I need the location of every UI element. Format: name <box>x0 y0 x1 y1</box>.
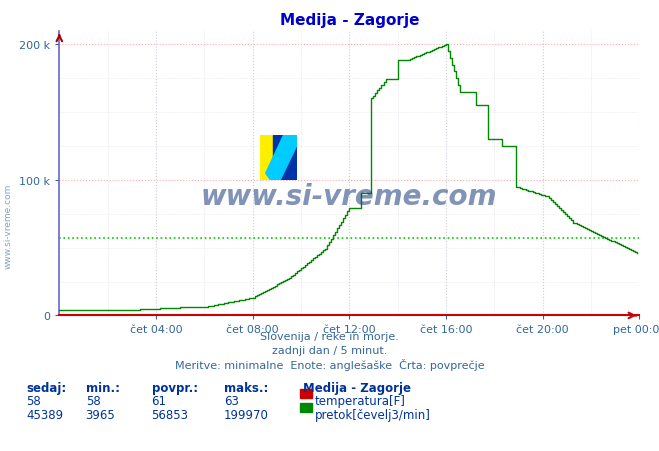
Text: pretok[čevelj3/min]: pretok[čevelj3/min] <box>315 408 431 421</box>
Text: 58: 58 <box>86 395 100 408</box>
Text: 63: 63 <box>224 395 239 408</box>
Text: zadnji dan / 5 minut.: zadnji dan / 5 minut. <box>272 345 387 355</box>
Text: 61: 61 <box>152 395 167 408</box>
Text: 3965: 3965 <box>86 408 115 421</box>
Text: maks.:: maks.: <box>224 381 268 394</box>
Title: Medija - Zagorje: Medija - Zagorje <box>279 13 419 28</box>
Text: 199970: 199970 <box>224 408 269 421</box>
Text: www.si-vreme.com: www.si-vreme.com <box>3 183 13 268</box>
Text: Medija - Zagorje: Medija - Zagorje <box>303 381 411 394</box>
Text: min.:: min.: <box>86 381 120 394</box>
Text: 58: 58 <box>26 395 41 408</box>
Text: Slovenija / reke in morje.: Slovenija / reke in morje. <box>260 331 399 341</box>
Text: sedaj:: sedaj: <box>26 381 67 394</box>
Text: povpr.:: povpr.: <box>152 381 198 394</box>
Text: 56853: 56853 <box>152 408 188 421</box>
Text: temperatura[F]: temperatura[F] <box>315 395 406 408</box>
Polygon shape <box>266 135 297 180</box>
Text: www.si-vreme.com: www.si-vreme.com <box>201 182 498 210</box>
Text: 45389: 45389 <box>26 408 63 421</box>
Text: Meritve: minimalne  Enote: anglešaške  Črta: povprečje: Meritve: minimalne Enote: anglešaške Črt… <box>175 359 484 371</box>
Polygon shape <box>273 135 297 180</box>
